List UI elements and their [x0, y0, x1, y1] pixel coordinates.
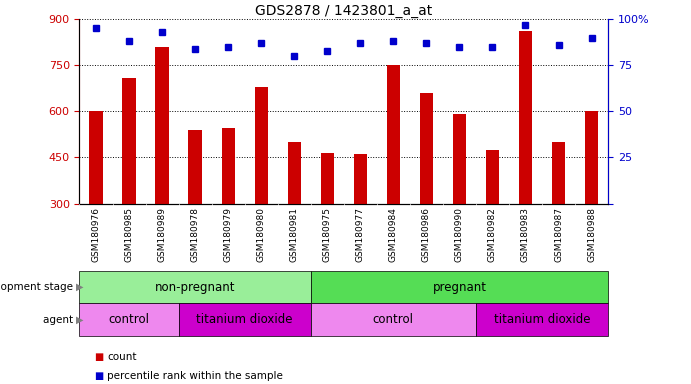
- Text: control: control: [108, 313, 149, 326]
- Text: GSM180988: GSM180988: [587, 207, 596, 262]
- Text: GSM180976: GSM180976: [91, 207, 100, 262]
- Text: ■: ■: [94, 371, 104, 381]
- Text: GSM180975: GSM180975: [323, 207, 332, 262]
- Text: non-pregnant: non-pregnant: [155, 281, 236, 293]
- Bar: [321, 153, 334, 204]
- Text: GSM180977: GSM180977: [356, 207, 365, 262]
- Text: GSM180982: GSM180982: [488, 207, 497, 262]
- Text: count: count: [107, 352, 137, 362]
- Text: ■: ■: [94, 352, 104, 362]
- Bar: [89, 111, 102, 204]
- Text: control: control: [373, 313, 414, 326]
- Text: pregnant: pregnant: [433, 281, 486, 293]
- Text: GSM180990: GSM180990: [455, 207, 464, 262]
- Text: GSM180984: GSM180984: [389, 207, 398, 262]
- Bar: [453, 114, 466, 204]
- Text: development stage: development stage: [0, 282, 76, 292]
- Bar: [287, 142, 301, 204]
- Bar: [79, 303, 178, 336]
- Bar: [155, 47, 169, 204]
- Text: GSM180979: GSM180979: [224, 207, 233, 262]
- Bar: [178, 303, 311, 336]
- Bar: [354, 154, 367, 204]
- Text: GSM180983: GSM180983: [521, 207, 530, 262]
- Text: GSM180981: GSM180981: [290, 207, 299, 262]
- Bar: [311, 303, 476, 336]
- Bar: [519, 31, 532, 204]
- Text: GSM180980: GSM180980: [256, 207, 265, 262]
- Text: GSM180978: GSM180978: [191, 207, 200, 262]
- Bar: [254, 87, 268, 204]
- Text: ▶: ▶: [76, 314, 84, 325]
- Text: ▶: ▶: [76, 282, 84, 292]
- Text: titanium dioxide: titanium dioxide: [196, 313, 293, 326]
- Bar: [222, 128, 235, 204]
- Text: agent: agent: [43, 314, 76, 325]
- Bar: [476, 303, 608, 336]
- Bar: [486, 150, 499, 204]
- Bar: [189, 130, 202, 204]
- Text: GSM180987: GSM180987: [554, 207, 563, 262]
- Text: titanium dioxide: titanium dioxide: [494, 313, 590, 326]
- Text: GSM180985: GSM180985: [124, 207, 133, 262]
- Bar: [387, 65, 400, 204]
- Bar: [419, 93, 433, 204]
- Title: GDS2878 / 1423801_a_at: GDS2878 / 1423801_a_at: [255, 4, 433, 18]
- Bar: [79, 271, 311, 303]
- Text: GSM180989: GSM180989: [158, 207, 167, 262]
- Bar: [311, 271, 608, 303]
- Text: percentile rank within the sample: percentile rank within the sample: [107, 371, 283, 381]
- Bar: [122, 78, 135, 204]
- Bar: [585, 111, 598, 204]
- Bar: [552, 142, 565, 204]
- Text: GSM180986: GSM180986: [422, 207, 431, 262]
